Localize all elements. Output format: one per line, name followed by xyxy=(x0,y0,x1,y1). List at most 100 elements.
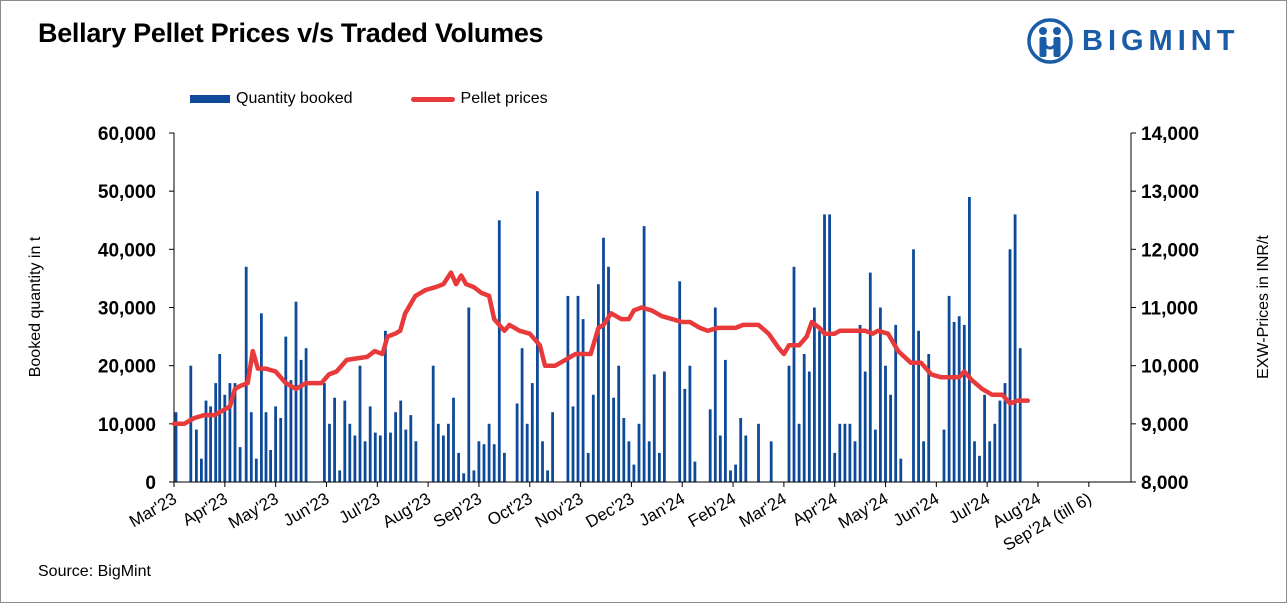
x-tick-label: Nov'23 xyxy=(532,489,587,532)
bar-quantity xyxy=(678,281,682,482)
bar-quantity xyxy=(927,354,931,482)
x-tick-label: Mar'24 xyxy=(736,489,790,531)
bar-quantity xyxy=(477,441,481,482)
bar-quantity xyxy=(269,450,272,482)
bar-quantity xyxy=(889,394,892,483)
bar-quantity xyxy=(627,441,631,482)
bar-quantity xyxy=(688,365,692,482)
x-tick-label: Mar'23 xyxy=(126,489,180,531)
bar-quantity xyxy=(204,400,208,482)
chart-title: Bellary Pellet Prices v/s Traded Volumes xyxy=(38,18,544,48)
price-line xyxy=(171,270,1031,427)
x-tick-label: Sep'23 xyxy=(430,489,485,532)
bar-quantity xyxy=(797,423,801,482)
x-tick-label: May'23 xyxy=(225,489,282,533)
y-right-tick-label: 13,000 xyxy=(1141,182,1199,203)
bar-quantity xyxy=(848,423,852,482)
bar-quantity xyxy=(652,374,656,482)
bar-quantity xyxy=(1008,249,1012,482)
x-tick-label: Dec'23 xyxy=(583,489,638,532)
bar-quantity xyxy=(294,301,298,482)
bar-quantity xyxy=(998,400,1002,482)
y-right-tick-label: 8,000 xyxy=(1141,473,1189,494)
bar-quantity xyxy=(218,354,222,482)
bar-quantity xyxy=(436,423,440,482)
bar-quantity xyxy=(279,418,283,482)
bar-quantity xyxy=(884,365,887,482)
bar-quantity xyxy=(551,412,554,482)
bar-quantity xyxy=(254,458,258,482)
axis-labels: 0 10,000 20,000 30,000 40,000 50,000 60,000 8,0… xyxy=(27,124,1272,555)
bar-quantity xyxy=(917,330,920,482)
bar-quantity xyxy=(792,266,796,482)
bar-quantity xyxy=(368,406,372,482)
bar-quantity xyxy=(536,191,539,482)
bar-quantity xyxy=(988,441,992,482)
bar-quantity xyxy=(214,383,218,482)
bar-quantity xyxy=(853,441,857,482)
bar-quantity xyxy=(957,316,961,482)
bar-quantity xyxy=(200,458,203,482)
bar-quantity xyxy=(457,452,460,482)
bar-quantity xyxy=(515,403,519,482)
bar-quantity xyxy=(195,429,198,482)
bigmint-logo: BIGMINT xyxy=(1026,18,1239,64)
bar-quantity xyxy=(899,458,903,482)
bar-quantity xyxy=(209,406,212,482)
bar-quantity xyxy=(586,452,590,482)
bar-quantity xyxy=(482,444,486,482)
bar-quantity xyxy=(823,214,826,482)
y-right-axis-title: EXW-Prices in INR/t xyxy=(1255,235,1272,379)
bar-quantity xyxy=(912,249,915,482)
x-tick-label: Jul'24 xyxy=(946,489,994,527)
bar-quantity xyxy=(1003,383,1007,482)
x-tick-label: Aug'23 xyxy=(379,489,434,532)
bar-quantity xyxy=(729,470,732,482)
bar-quantity xyxy=(447,423,450,482)
bar-quantity xyxy=(739,418,743,482)
x-tick-label: Jul'23 xyxy=(336,489,384,527)
bar-quantity xyxy=(718,435,722,482)
bar-quantity xyxy=(942,429,946,482)
bar-quantity xyxy=(868,272,872,482)
bar-quantity xyxy=(602,237,605,482)
y-right-tick-label: 12,000 xyxy=(1141,240,1199,261)
bar-quantity xyxy=(724,359,727,482)
bar-quantity xyxy=(384,330,387,482)
bar-quantity xyxy=(813,307,816,482)
bar-quantity xyxy=(467,307,471,482)
bar-quantity xyxy=(541,441,544,482)
legend-item-prices: Pellet prices xyxy=(410,90,548,108)
bar-quantity xyxy=(713,307,717,482)
bar-quantity xyxy=(520,348,524,482)
y-left-tick-label: 0 xyxy=(145,473,156,494)
bar-quantity xyxy=(472,470,476,482)
x-tick-label: Apr'24 xyxy=(789,489,841,530)
legend-swatch-bar xyxy=(190,95,230,103)
bar-quantity xyxy=(968,197,971,482)
bar-quantity xyxy=(546,470,549,482)
legend-item-quantity: Quantity booked xyxy=(190,90,353,108)
bar-quantity xyxy=(1018,348,1022,482)
bar-quantity xyxy=(238,447,242,482)
bar-quantity xyxy=(571,406,575,482)
bar-quantity xyxy=(304,348,308,482)
legend-label-quantity: Quantity booked xyxy=(236,90,353,107)
bar-quantity xyxy=(708,409,712,482)
bar-quantity xyxy=(607,266,610,482)
bar-quantity xyxy=(399,400,403,482)
bar-quantity xyxy=(807,371,811,482)
y-right-tick-label: 10,000 xyxy=(1141,357,1199,378)
source-note: Source: BigMint xyxy=(38,563,151,580)
bar-quantity xyxy=(373,432,377,482)
y-left-axis-title: Booked quantity in t xyxy=(27,236,44,377)
bar-quantity xyxy=(591,394,595,483)
bar-quantity xyxy=(530,383,534,482)
bar-quantity xyxy=(566,295,570,482)
bar-quantity xyxy=(323,383,326,482)
bar-quantity xyxy=(389,432,392,482)
x-tick-label: May'24 xyxy=(835,489,892,533)
x-tick-label: Feb'24 xyxy=(685,489,739,531)
x-tick-label: Jan'24 xyxy=(636,489,688,530)
